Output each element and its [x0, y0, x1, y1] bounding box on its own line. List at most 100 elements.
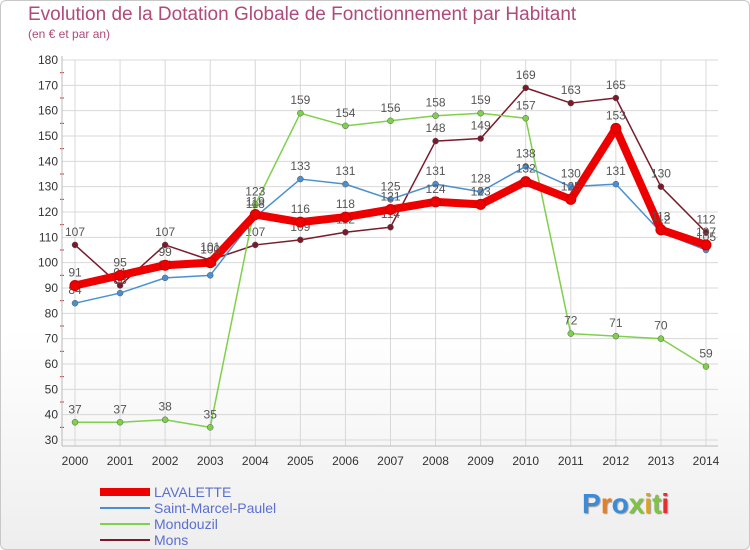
data-point — [387, 223, 394, 231]
data-point — [430, 196, 442, 208]
data-label: 107 — [65, 225, 85, 239]
data-point — [339, 211, 351, 223]
x-tick-label: 2012 — [603, 454, 630, 468]
data-label: 128 — [471, 172, 491, 186]
data-point — [71, 299, 79, 307]
legend-item-saint-marcel-paulel: Saint-Marcel-Paulel — [100, 500, 276, 516]
data-point — [297, 175, 304, 183]
data-label: 123 — [471, 184, 491, 198]
data-label: 124 — [426, 182, 446, 196]
legend-label-mons: Mons — [154, 532, 189, 548]
data-label: 100 — [200, 243, 220, 257]
data-label: 116 — [291, 202, 310, 216]
data-label: 123 — [245, 184, 265, 198]
x-tick-label: 2007 — [377, 454, 404, 468]
data-point — [294, 216, 306, 228]
data-label: 107 — [696, 225, 716, 239]
x-tick-label: 2006 — [332, 454, 359, 468]
data-label: 133 — [290, 159, 310, 173]
data-point — [252, 201, 259, 208]
data-label: 156 — [380, 101, 400, 115]
data-label: 159 — [471, 93, 491, 107]
data-point — [565, 193, 577, 205]
y-tick-label: 30 — [45, 433, 59, 447]
data-label: 121 — [380, 189, 400, 203]
data-point — [114, 269, 126, 281]
data-point — [161, 416, 169, 423]
data-point — [342, 229, 349, 236]
y-tick-label: 150 — [38, 129, 58, 143]
data-label: 37 — [68, 402, 82, 416]
proxiti-logo: Proxiti — [582, 488, 669, 520]
data-label: 95 — [113, 255, 127, 269]
data-point — [702, 363, 710, 370]
x-tick-label: 2011 — [558, 454, 584, 468]
data-point — [116, 282, 124, 289]
x-tick-label: 2010 — [512, 454, 539, 468]
data-point — [702, 229, 710, 236]
x-tick-label: 2003 — [197, 454, 224, 468]
x-tick-label: 2001 — [107, 454, 134, 468]
x-tick-label: 2004 — [242, 454, 269, 468]
legend-swatch-mondouzil — [100, 523, 150, 525]
data-label: 71 — [609, 316, 623, 330]
data-label: 163 — [561, 83, 581, 97]
y-tick-label: 60 — [45, 357, 59, 371]
logo-letter: r — [600, 488, 612, 519]
data-point — [387, 117, 394, 125]
data-point — [475, 198, 487, 210]
data-label: 118 — [336, 197, 355, 211]
logo-letter: i — [644, 488, 653, 519]
legend-item-lavalette: LAVALETTE — [100, 484, 276, 500]
data-label: 132 — [516, 162, 536, 176]
legend-label-mondouzil: Mondouzil — [154, 516, 218, 532]
data-point — [700, 239, 712, 251]
data-point — [477, 135, 484, 142]
y-tick-label: 90 — [45, 281, 59, 295]
y-tick-label: 130 — [38, 180, 58, 194]
logo-letter: P — [582, 488, 601, 519]
data-point — [252, 241, 259, 249]
y-tick-label: 80 — [45, 306, 59, 320]
data-label: 157 — [516, 98, 536, 112]
data-point — [522, 115, 529, 122]
data-label: 138 — [516, 146, 536, 160]
data-label: 125 — [380, 179, 400, 193]
x-tick-label: 2000 — [62, 454, 89, 468]
logo-letter: i — [661, 488, 670, 519]
data-point — [657, 335, 665, 342]
data-label: 112 — [696, 212, 715, 226]
y-tick-label: 180 — [38, 53, 58, 67]
data-label: 149 — [471, 119, 491, 133]
data-label: 169 — [516, 68, 536, 82]
data-point — [206, 272, 214, 279]
y-tick-label: 170 — [38, 78, 58, 92]
y-tick-label: 40 — [45, 408, 59, 422]
data-point — [522, 84, 529, 92]
data-label: 35 — [204, 407, 218, 421]
data-point — [159, 259, 171, 271]
data-point — [567, 330, 575, 337]
legend-swatch-saint-marcel-paulel — [100, 507, 150, 509]
data-label: 158 — [426, 96, 446, 110]
data-point — [612, 180, 620, 188]
legend-swatch-lavalette — [100, 488, 150, 496]
data-point — [116, 419, 124, 426]
logo-letter: t — [652, 488, 662, 519]
data-label: 153 — [606, 108, 626, 122]
x-tick-label: 2008 — [422, 454, 449, 468]
data-point — [477, 188, 484, 195]
data-point — [477, 109, 484, 117]
data-label: 99 — [158, 245, 172, 259]
y-tick-label: 100 — [38, 256, 58, 270]
data-label: 125 — [561, 179, 581, 193]
data-point — [249, 209, 261, 221]
data-label: 148 — [426, 121, 446, 135]
logo-letter: x — [628, 488, 645, 519]
y-tick-label: 50 — [45, 382, 59, 396]
chart-title: Evolution de la Dotation Globale de Fonc… — [28, 4, 577, 25]
data-label: 101 — [200, 240, 220, 254]
x-tick-label: 2005 — [287, 454, 314, 468]
data-label: 91 — [68, 265, 82, 279]
x-tick-label: 2013 — [648, 454, 675, 468]
